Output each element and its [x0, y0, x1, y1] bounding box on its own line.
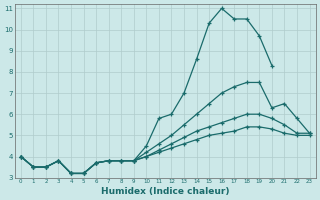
- X-axis label: Humidex (Indice chaleur): Humidex (Indice chaleur): [101, 187, 229, 196]
